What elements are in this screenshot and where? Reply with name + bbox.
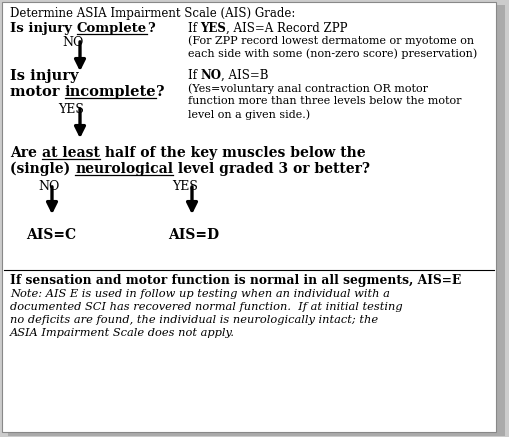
Text: ?: ? — [156, 85, 165, 99]
Text: If: If — [188, 69, 201, 82]
Text: motor: motor — [10, 85, 65, 99]
Text: at least: at least — [42, 146, 100, 160]
Text: Are: Are — [10, 146, 42, 160]
Text: neurological: neurological — [75, 162, 173, 176]
Text: Complete: Complete — [77, 22, 147, 35]
Text: (single): (single) — [10, 162, 75, 177]
Text: ?: ? — [147, 22, 155, 35]
Text: Is injury: Is injury — [10, 69, 78, 83]
Text: no deficits are found, the individual is neurologically intact; the: no deficits are found, the individual is… — [10, 315, 378, 325]
Text: NO: NO — [38, 180, 60, 193]
Text: function more than three levels below the motor: function more than three levels below th… — [188, 96, 462, 106]
Text: YES: YES — [172, 180, 198, 193]
Text: , AIS=B: , AIS=B — [221, 69, 269, 82]
Text: NO: NO — [62, 36, 83, 49]
Text: half of the key muscles below the: half of the key muscles below the — [100, 146, 365, 160]
FancyBboxPatch shape — [2, 2, 496, 432]
Text: level graded 3 or better?: level graded 3 or better? — [173, 162, 370, 176]
Text: documented SCI has recovered normal function.  If at initial testing: documented SCI has recovered normal func… — [10, 302, 403, 312]
Text: If: If — [188, 22, 201, 35]
Text: incomplete: incomplete — [65, 85, 156, 99]
FancyBboxPatch shape — [8, 5, 505, 436]
Text: level on a given side.): level on a given side.) — [188, 109, 310, 120]
Text: AIS=C: AIS=C — [26, 228, 76, 242]
Text: each side with some (non-zero score) preservation): each side with some (non-zero score) pre… — [188, 48, 477, 59]
Text: ASIA Impairment Scale does not apply.: ASIA Impairment Scale does not apply. — [10, 328, 235, 338]
Text: If sensation and motor function is normal in all segments, AIS=E: If sensation and motor function is norma… — [10, 274, 461, 287]
Text: Note: AIS E is used in follow up testing when an individual with a: Note: AIS E is used in follow up testing… — [10, 289, 390, 299]
Text: (Yes=voluntary anal contraction OR motor: (Yes=voluntary anal contraction OR motor — [188, 83, 428, 94]
Text: YES: YES — [58, 103, 84, 116]
Text: , AIS=A Record ZPP: , AIS=A Record ZPP — [226, 22, 347, 35]
Text: Is injury: Is injury — [10, 22, 77, 35]
Text: (For ZPP record lowest dermatome or myotome on: (For ZPP record lowest dermatome or myot… — [188, 35, 474, 45]
Text: Determine ASIA Impairment Scale (AIS) Grade:: Determine ASIA Impairment Scale (AIS) Gr… — [10, 7, 295, 20]
Text: AIS=D: AIS=D — [168, 228, 219, 242]
Text: NO: NO — [200, 69, 221, 82]
Text: YES: YES — [200, 22, 226, 35]
